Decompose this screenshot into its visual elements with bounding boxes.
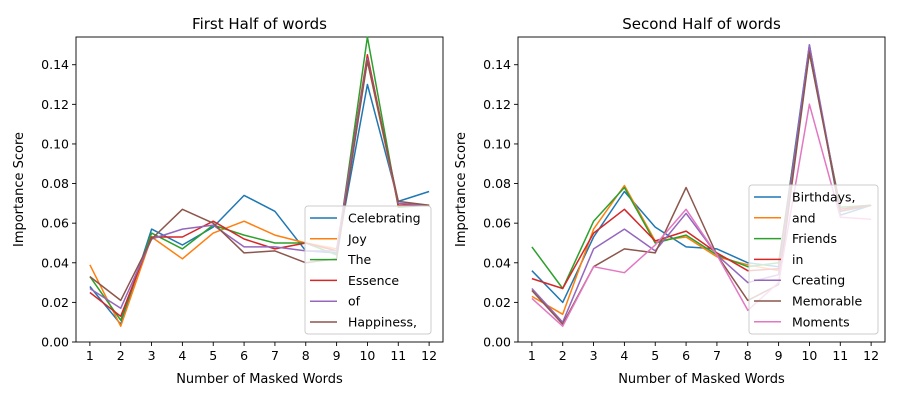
y-axis-label: Importance Score	[454, 132, 469, 247]
x-tick-label: 1	[86, 348, 94, 363]
x-tick-label: 11	[390, 348, 406, 363]
series-line-7	[531, 103, 872, 327]
x-tick-label: 8	[302, 348, 310, 363]
x-tick-label: 4	[620, 348, 628, 363]
axes-frame	[517, 36, 886, 343]
y-tick-label: 0.14	[483, 57, 511, 72]
x-tick-label: 10	[359, 348, 375, 363]
x-tick-label: 4	[178, 348, 186, 363]
axes-frame	[75, 36, 444, 343]
x-tick-label: 6	[682, 348, 690, 363]
legend-label: of	[348, 294, 361, 309]
x-tick-label: 2	[117, 348, 125, 363]
y-tick-label: 0.10	[483, 136, 511, 151]
x-tick-label: 3	[590, 348, 598, 363]
x-tick-label: 1	[528, 348, 536, 363]
chart-panel-1: 1 2 3 4 5 6 7 8 9 10 11 120.000.020.040.060.080.100…	[12, 15, 444, 387]
legend-label: Birthdays,	[792, 190, 856, 205]
x-tick-label: 9	[333, 348, 341, 363]
legend-box	[748, 184, 879, 335]
x-tick-label: 12	[421, 348, 437, 363]
x-tick-label: 2	[559, 348, 567, 363]
legend-label: Happiness,	[348, 315, 417, 330]
legend-label: Memorable	[792, 294, 863, 309]
x-tick-label: 9	[775, 348, 783, 363]
x-tick-label: 5	[209, 348, 217, 363]
legend-label: and	[792, 210, 816, 225]
legend-label: Friends	[792, 231, 837, 246]
x-axis-label: Number of Masked Words	[176, 372, 343, 387]
legend-label: Celebrating	[348, 211, 421, 226]
y-tick-label: 0.12	[41, 97, 69, 112]
chart-panel-2: 1 2 3 4 5 6 7 8 9 10 11 120.000.020.040.060.080.100…	[454, 15, 886, 387]
x-tick-label: 7	[713, 348, 721, 363]
y-tick-label: 0.02	[483, 295, 511, 310]
x-tick-label: 10	[801, 348, 817, 363]
legend: Birthdays, and Friends in Creating Memorable M…	[748, 184, 879, 335]
y-tick-label: 0.08	[483, 176, 511, 191]
legend-label: Essence	[348, 273, 399, 288]
y-tick-label: 0.06	[41, 216, 69, 231]
series-line-6	[89, 60, 430, 302]
y-tick-label: 0.12	[483, 97, 511, 112]
y-tick-label: 0.08	[41, 176, 69, 191]
y-tick-label: 0.10	[41, 136, 69, 151]
y-tick-label: 0.02	[41, 295, 69, 310]
y-axis-label: Importance Score	[12, 132, 27, 247]
y-tick-label: 0.14	[41, 57, 69, 72]
chart-title: First Half of words	[192, 15, 327, 33]
legend-label: The	[347, 252, 372, 267]
y-tick-label: 0.04	[41, 255, 69, 270]
y-tick-label: 0.00	[483, 335, 511, 350]
legend-label: Creating	[792, 273, 845, 288]
series-line-5	[531, 44, 872, 323]
x-tick-label: 5	[651, 348, 659, 363]
chart-title: Second Half of words	[622, 15, 781, 33]
series-line-1	[89, 83, 430, 325]
x-tick-label: 7	[271, 348, 279, 363]
x-tick-label: 3	[148, 348, 156, 363]
legend-label: Moments	[792, 314, 850, 329]
x-tick-label: 8	[744, 348, 752, 363]
y-tick-label: 0.04	[483, 255, 511, 270]
legend-label: Joy	[347, 231, 367, 246]
y-tick-label: 0.06	[483, 216, 511, 231]
x-tick-label: 12	[863, 348, 879, 363]
legend: Celebrating Joy The Essence of Happiness,	[304, 205, 432, 335]
x-axis-label: Number of Masked Words	[618, 372, 785, 387]
x-tick-label: 11	[832, 348, 848, 363]
legend-box	[304, 205, 432, 335]
y-tick-label: 0.00	[41, 335, 69, 350]
x-tick-label: 6	[240, 348, 248, 363]
legend-label: in	[792, 252, 803, 267]
